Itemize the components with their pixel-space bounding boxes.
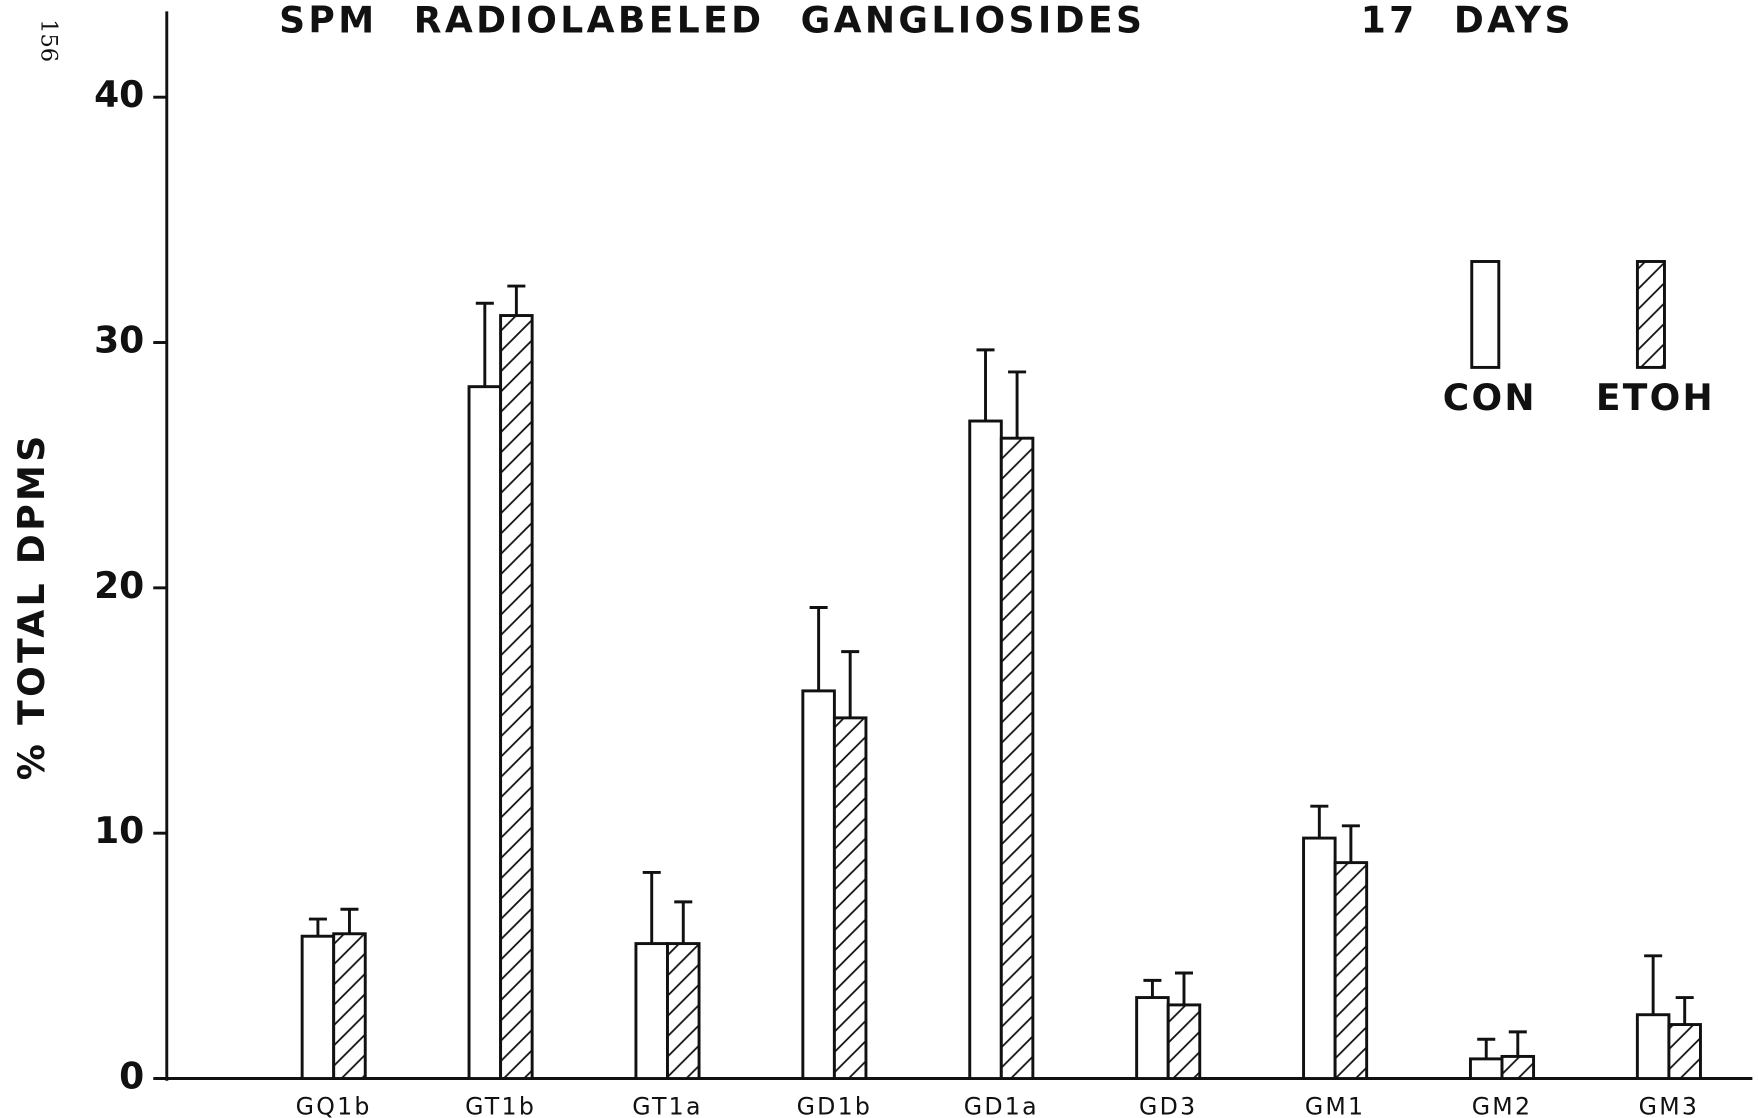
y-axis-label: % TOTAL DPMS — [11, 432, 53, 780]
bar — [1166, 1003, 1202, 1080]
chart-subtitle: 17 DAYS — [1361, 0, 1574, 42]
bar — [999, 436, 1035, 1080]
bar — [332, 932, 367, 1080]
bar — [499, 314, 534, 1080]
bar — [1135, 996, 1170, 1080]
y-tick-label: 20 — [94, 565, 144, 607]
y-tick-label: 40 — [94, 74, 144, 116]
bar — [1667, 1023, 1702, 1080]
x-tick-label: GM3 — [1639, 1092, 1700, 1118]
x-tick-label: GD1a — [964, 1092, 1039, 1118]
bar — [968, 419, 1003, 1080]
bar — [634, 942, 669, 1080]
legend-swatch — [1635, 260, 1666, 369]
y-tick-label: 10 — [94, 810, 144, 852]
x-tick-label: GM1 — [1305, 1092, 1366, 1118]
x-tick-label: GD3 — [1139, 1092, 1197, 1118]
x-tick-label: GD1b — [797, 1092, 873, 1118]
bar — [1468, 1057, 1504, 1080]
bar — [1635, 1013, 1671, 1080]
bar — [666, 942, 701, 1080]
x-tick-label: GT1b — [465, 1092, 536, 1118]
chart-title: SPM RADIOLABELED GANGLIOSIDES — [279, 0, 1145, 42]
bar — [300, 934, 336, 1080]
page-number: 156 — [35, 19, 61, 62]
x-tick-label: GQ1b — [296, 1092, 372, 1118]
x-tick-label: GT1a — [632, 1092, 703, 1118]
bar — [467, 385, 503, 1080]
legend-label: CON — [1443, 377, 1537, 419]
bar — [1500, 1054, 1536, 1080]
bar — [832, 716, 868, 1080]
bar — [1333, 861, 1369, 1080]
y-tick-label: 0 — [119, 1056, 144, 1098]
bar — [801, 689, 836, 1080]
y-tick-label: 30 — [94, 320, 144, 362]
legend-swatch — [1470, 260, 1501, 369]
bar — [1302, 836, 1337, 1080]
legend-label: ETOH — [1596, 377, 1715, 419]
x-tick-label: GM2 — [1472, 1092, 1533, 1118]
